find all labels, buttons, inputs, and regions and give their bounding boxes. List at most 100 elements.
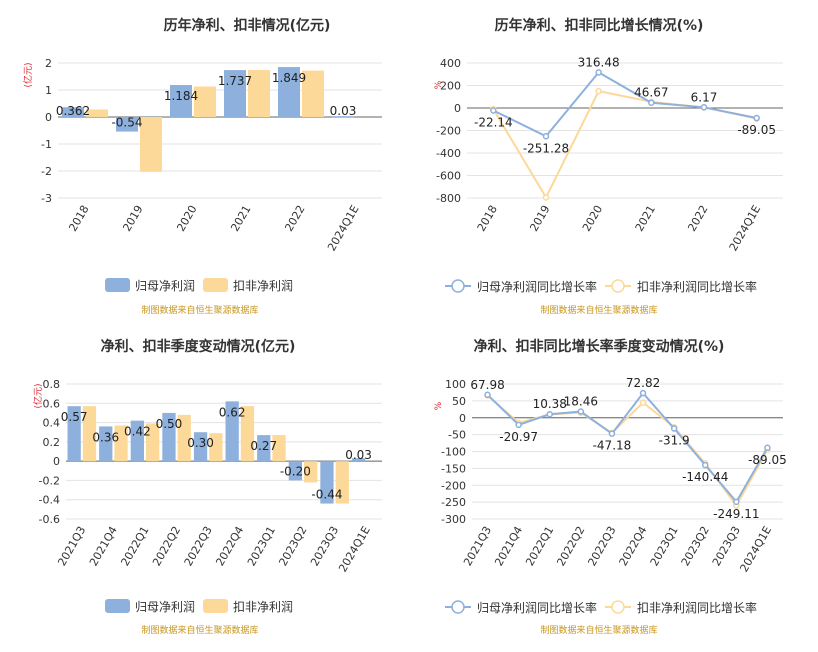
bar-deducted-profit <box>146 423 160 462</box>
y-tick-label: 50 <box>452 395 466 408</box>
bar-deducted-profit <box>302 70 324 117</box>
bar-deducted-profit <box>177 414 191 462</box>
bar-deducted-profit <box>194 86 216 117</box>
bar-net-profit <box>170 85 192 117</box>
bar-net-profit <box>130 420 144 462</box>
bar-deducted-profit <box>140 117 162 172</box>
line-point <box>490 107 497 114</box>
x-tick-label: 2022 <box>282 203 307 234</box>
y-tick-label: 0 <box>45 111 52 124</box>
data-label: 0.50 <box>156 417 183 431</box>
bar-net-profit <box>116 117 138 132</box>
legend-marker <box>451 279 465 293</box>
x-tick-label: 2022Q3 <box>585 524 618 568</box>
x-tick-label: 2020 <box>174 203 199 234</box>
line-point <box>484 391 491 399</box>
line-point <box>542 133 550 140</box>
chart-panel-2: 历年净利、扣非同比增长情况(%) 400 200 0 -200 -400 -600 -800%… <box>434 17 783 316</box>
y-tick-label: 100 <box>445 378 466 391</box>
y-axis-label: (亿元) <box>32 383 44 408</box>
source-note: 制图数据来自恒生聚源数据库 <box>540 304 657 316</box>
y-tick-label: 0.2 <box>43 436 61 449</box>
y-tick-label: 2 <box>45 57 52 70</box>
y-tick-label: -0.6 <box>39 513 60 526</box>
data-label: 0.30 <box>187 436 214 450</box>
line-point <box>515 421 522 429</box>
legend-label: 扣非净利润同比增长率 <box>637 279 757 294</box>
x-tick-label: 2019 <box>527 203 552 234</box>
line-point <box>753 114 760 122</box>
x-tick-label: 2022Q1 <box>119 524 152 568</box>
data-label: 0.362 <box>56 104 90 118</box>
bar-deducted-profit <box>335 461 349 504</box>
data-label: 67.98 <box>470 378 504 392</box>
line-point <box>733 498 740 506</box>
y-tick-label: -0.4 <box>39 494 60 507</box>
y-tick-label: 400 <box>440 57 461 70</box>
bar-net-profit <box>257 435 271 462</box>
data-label: 0.36 <box>92 430 119 444</box>
data-label: 18.46 <box>564 395 598 409</box>
y-tick-label: -0.2 <box>39 474 60 487</box>
y-tick-label: -300 <box>441 513 466 526</box>
data-label: -0.44 <box>311 488 342 502</box>
line-point <box>577 408 585 415</box>
y-tick-label: -2 <box>41 165 52 178</box>
line-point <box>764 444 771 452</box>
x-tick-label: 2024Q1E <box>737 524 774 574</box>
x-tick-label: 2023Q3 <box>308 524 341 568</box>
legend-label: 归母净利润 <box>135 600 195 614</box>
bar-deducted-profit <box>304 461 318 483</box>
legend-swatch <box>203 599 228 613</box>
y-tick-label: -200 <box>441 479 466 492</box>
x-tick-label: 2021Q4 <box>87 524 120 568</box>
legend-marker <box>611 279 625 293</box>
line-point <box>639 389 647 397</box>
y-axis-label: % <box>434 401 444 410</box>
legend-label: 扣非净利润同比增长率 <box>637 600 757 615</box>
legend-swatch <box>203 278 228 292</box>
bar-deducted-profit <box>209 433 223 462</box>
x-tick-label: 2021Q4 <box>492 524 525 568</box>
data-label: 72.82 <box>626 376 660 390</box>
data-label: -22.14 <box>474 115 513 129</box>
x-tick-label: 2023Q2 <box>679 524 712 568</box>
legend-swatch <box>105 278 130 292</box>
chart-legend: 归母净利润同比增长率 扣非净利润同比增长率 <box>445 279 757 294</box>
x-tick-label: 2021 <box>633 203 658 234</box>
legend-swatch <box>105 599 130 613</box>
x-tick-label: 2018 <box>66 203 91 234</box>
chart-title: 净利、扣非同比增长率季度变动情况(%) <box>474 338 725 355</box>
y-tick-label: 0 <box>459 412 466 425</box>
legend-label: 归母净利润 <box>135 279 195 293</box>
source-note: 制图数据来自恒生聚源数据库 <box>141 624 258 636</box>
data-label: -251.28 <box>523 141 569 155</box>
y-tick-label: -3 <box>41 192 52 205</box>
x-tick-label: 2023Q1 <box>648 524 681 568</box>
x-tick-label: 2022 <box>685 203 710 234</box>
data-label: 46.67 <box>634 86 668 100</box>
line-point <box>639 399 647 406</box>
x-tick-label: 2022Q3 <box>182 524 215 568</box>
legend-label: 归母净利润同比增长率 <box>477 279 597 294</box>
bar-net-profit <box>278 67 300 117</box>
legend-marker <box>451 600 465 614</box>
data-label: 0.03 <box>330 104 357 118</box>
bar-deducted-profit <box>114 425 128 462</box>
bar-net-profit <box>288 461 302 481</box>
data-label: 316.48 <box>578 55 620 69</box>
data-label: -31.9 <box>659 434 690 448</box>
y-tick-label: 0.4 <box>43 417 61 430</box>
legend-marker <box>611 600 625 614</box>
data-label: 1.737 <box>218 74 252 88</box>
bar-deducted-profit <box>272 435 286 462</box>
source-note: 制图数据来自恒生聚源数据库 <box>540 624 657 636</box>
data-label: 1.184 <box>164 89 198 103</box>
data-label: 0.42 <box>124 425 151 439</box>
data-label: 1.849 <box>272 71 306 85</box>
y-tick-label: 200 <box>440 80 461 93</box>
line-series-net-profit-growth <box>492 71 757 138</box>
y-tick-label: -600 <box>436 170 461 183</box>
data-label: -249.11 <box>713 507 759 521</box>
x-tick-label: 2024Q1E <box>336 524 373 574</box>
